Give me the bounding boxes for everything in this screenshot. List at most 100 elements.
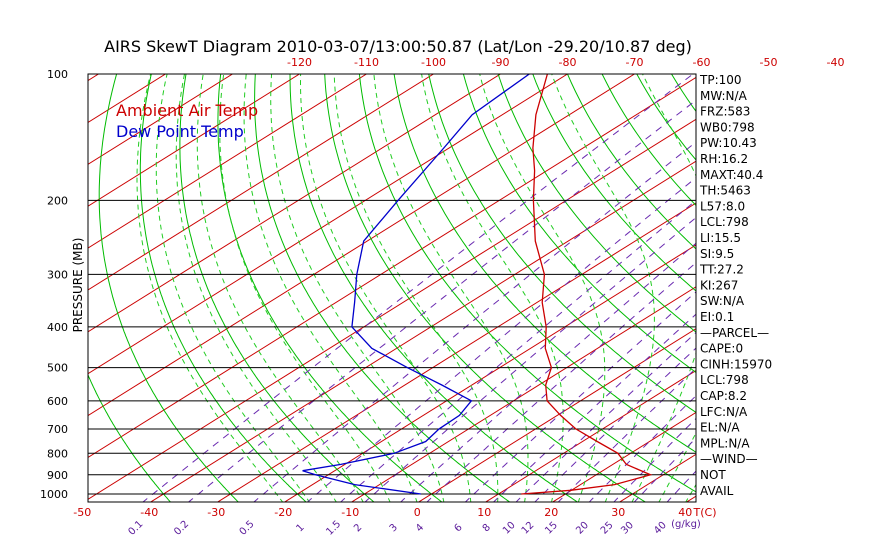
mixing-ratio-label: 25 xyxy=(599,520,616,537)
mixing-ratio-label: 2 xyxy=(352,522,364,534)
mixing-ratio-line xyxy=(633,437,696,502)
mixing-ratio-label: 10 xyxy=(501,520,518,537)
mixing-ratio-lines xyxy=(142,74,696,502)
moist-adiabat-line xyxy=(219,74,391,502)
mixing-ratio-label: 12 xyxy=(520,520,537,537)
index-label: CINH:15970 xyxy=(700,357,772,371)
mixing-ratio-label: 20 xyxy=(574,520,591,537)
mixing-ratio-line xyxy=(187,99,696,502)
plot-border xyxy=(87,73,697,503)
moist-adiabat-line xyxy=(333,74,499,502)
bottom-temp-tick-label: -10 xyxy=(341,506,359,519)
dry-adiabat-line xyxy=(358,74,696,493)
index-label: CAPE:0 xyxy=(700,342,743,356)
moist-adiabat-line xyxy=(373,74,529,502)
mixing-ratio-line xyxy=(339,199,696,502)
isotherm-line xyxy=(417,328,696,502)
index-label: LCL:798 xyxy=(700,373,749,387)
moist-adiabat-line xyxy=(551,74,655,502)
mixing-ratio-label: 0.2 xyxy=(172,519,191,538)
top-temp-tick-label: -90 xyxy=(492,56,510,69)
bottom-temp-tick-label: -40 xyxy=(140,506,158,519)
pressure-tick-label: 900 xyxy=(47,469,68,482)
chart-title: AIRS SkewT Diagram 2010-03-07/13:00:50.8… xyxy=(104,37,692,56)
mixing-ratio-line xyxy=(253,141,696,502)
isotherm-line xyxy=(819,74,870,503)
isotherm-line xyxy=(88,118,696,500)
moist-adiabat-line xyxy=(136,74,284,502)
mixing-ratio-line xyxy=(534,347,696,502)
dry-adiabat-line xyxy=(324,74,647,502)
mixing-ratio-label: 30 xyxy=(619,520,636,537)
mixing-ratio-line xyxy=(557,367,696,502)
index-label: PW:10.43 xyxy=(700,136,757,150)
index-label: MW:N/A xyxy=(700,89,748,103)
mixing-ratio-label: 40 xyxy=(652,520,669,537)
moist-adiabat-line xyxy=(243,74,418,502)
index-label: TH:5463 xyxy=(699,184,751,198)
bottom-temp-tick-label: -30 xyxy=(207,506,225,519)
index-label: CAP:8.2 xyxy=(700,389,747,403)
isotherm-line xyxy=(752,74,870,503)
top-temp-tick-label: -70 xyxy=(626,56,644,69)
bottom-temp-tick-label: -50 xyxy=(73,506,91,519)
isotherm-line xyxy=(551,411,696,502)
isotherm-line xyxy=(484,369,696,502)
mixing-ratio-line xyxy=(364,216,696,502)
bottom-temp-tick-label: 0 xyxy=(414,506,421,519)
index-label: EI:0.1 xyxy=(700,310,734,324)
index-label: —PARCEL— xyxy=(700,326,769,340)
mixing-ratio-label: 6 xyxy=(452,522,464,534)
moist-adiabat-line xyxy=(299,74,472,502)
mixing-ratio-label: 15 xyxy=(543,520,560,537)
isotherm-line xyxy=(283,244,696,502)
index-label: AVAIL xyxy=(700,484,734,498)
moist-adiabat-line xyxy=(175,74,337,502)
top-temp-tick-label: -100 xyxy=(421,56,446,69)
dry-adiabat-line xyxy=(497,74,696,333)
pressure-tick-label: 500 xyxy=(47,362,68,375)
bottom-temp-tick-label: 20 xyxy=(544,506,558,519)
mixing-ratio-line xyxy=(426,262,696,502)
top-temp-tick-label: -40 xyxy=(827,56,845,69)
pressure-tick-label: 700 xyxy=(47,423,68,436)
dry-adiabat-line xyxy=(289,74,579,502)
mixing-ratio-line xyxy=(306,177,696,502)
dry-adiabat-line xyxy=(776,74,870,503)
mixing-ratio-label: 3 xyxy=(388,522,400,534)
mixing-ratio-line xyxy=(399,242,696,502)
isotherm-lines xyxy=(88,74,870,503)
isotherm-line xyxy=(88,74,367,249)
dry-adiabat-line xyxy=(393,74,696,453)
pressure-tick-label: 400 xyxy=(47,321,68,334)
index-label: LI:15.5 xyxy=(700,231,741,245)
plot-frame xyxy=(87,73,697,503)
mixing-unit-label: (g/kg) xyxy=(671,519,701,530)
y-axis-label: PRESSURE (MB) xyxy=(71,238,85,333)
index-label: —WIND— xyxy=(700,452,758,466)
mixing-ratio-label: 8 xyxy=(481,522,493,534)
pressure-tick-label: 300 xyxy=(47,268,68,281)
mixing-ratio-line xyxy=(613,417,696,502)
mixing-ratio-line xyxy=(464,291,696,502)
isotherm-line xyxy=(88,74,568,375)
index-label: SI:9.5 xyxy=(700,247,734,261)
bottom-temp-tick-label: 30 xyxy=(611,506,625,519)
dry-adiabat-line xyxy=(428,74,696,414)
mixing-ratio-label: 0.1 xyxy=(127,519,146,538)
bottom-temp-tick-label: 10 xyxy=(477,506,491,519)
isotherm-line xyxy=(216,202,696,502)
index-label: KI:267 xyxy=(700,278,738,292)
dry-adiabat-line xyxy=(532,74,696,292)
top-temp-tick-label: -50 xyxy=(760,56,778,69)
bottom-temp-tick-label: -20 xyxy=(274,506,292,519)
index-label: LCL:798 xyxy=(700,215,749,229)
moist-adiabat-line xyxy=(631,74,696,502)
mixing-ratio-line xyxy=(492,313,696,502)
dewpoint-profile-line xyxy=(302,74,530,495)
isotherm-line xyxy=(88,76,696,459)
dry-adiabat-line xyxy=(139,74,307,502)
dry-adiabat-line xyxy=(567,74,696,250)
